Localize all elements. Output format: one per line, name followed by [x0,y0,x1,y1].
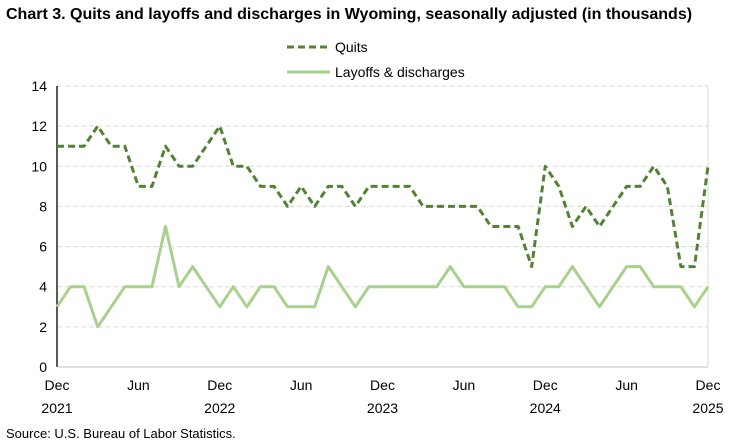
x-tick-label: Dec [45,377,70,393]
chart-title: Chart 3. Quits and layoffs and discharge… [6,6,693,23]
y-tick-label: 6 [39,239,47,255]
y-tick-label: 4 [39,279,47,295]
x-tick-label: Dec [207,377,232,393]
x-tick-label: Jun [127,377,150,393]
series-line-quits [57,124,710,269]
x-tick-year-label: 2023 [367,400,398,416]
x-tick-label: Jun [615,377,638,393]
y-tick-label: 2 [39,319,47,335]
legend-label: Quits [335,39,368,55]
x-tick-year-label: 2024 [530,400,561,416]
legend-label: Layoffs & discharges [335,64,465,80]
y-tick-label: 10 [31,158,47,174]
y-tick-label: 12 [31,118,47,134]
source-note: Source: U.S. Bureau of Labor Statistics. [6,426,236,441]
series-line-layoffs-discharges [55,225,710,329]
x-tick-year-label: 2021 [41,400,72,416]
x-tick-label: Jun [290,377,313,393]
x-tick-label: Dec [696,377,721,393]
y-tick-label: 14 [31,78,47,94]
x-tick-label: Dec [370,377,395,393]
y-tick-label: 8 [39,198,47,214]
x-tick-label: Jun [453,377,476,393]
x-tick-year-label: 2025 [692,400,723,416]
y-tick-label: 0 [39,359,47,375]
x-tick-year-label: 2022 [204,400,235,416]
x-tick-label: Dec [533,377,558,393]
